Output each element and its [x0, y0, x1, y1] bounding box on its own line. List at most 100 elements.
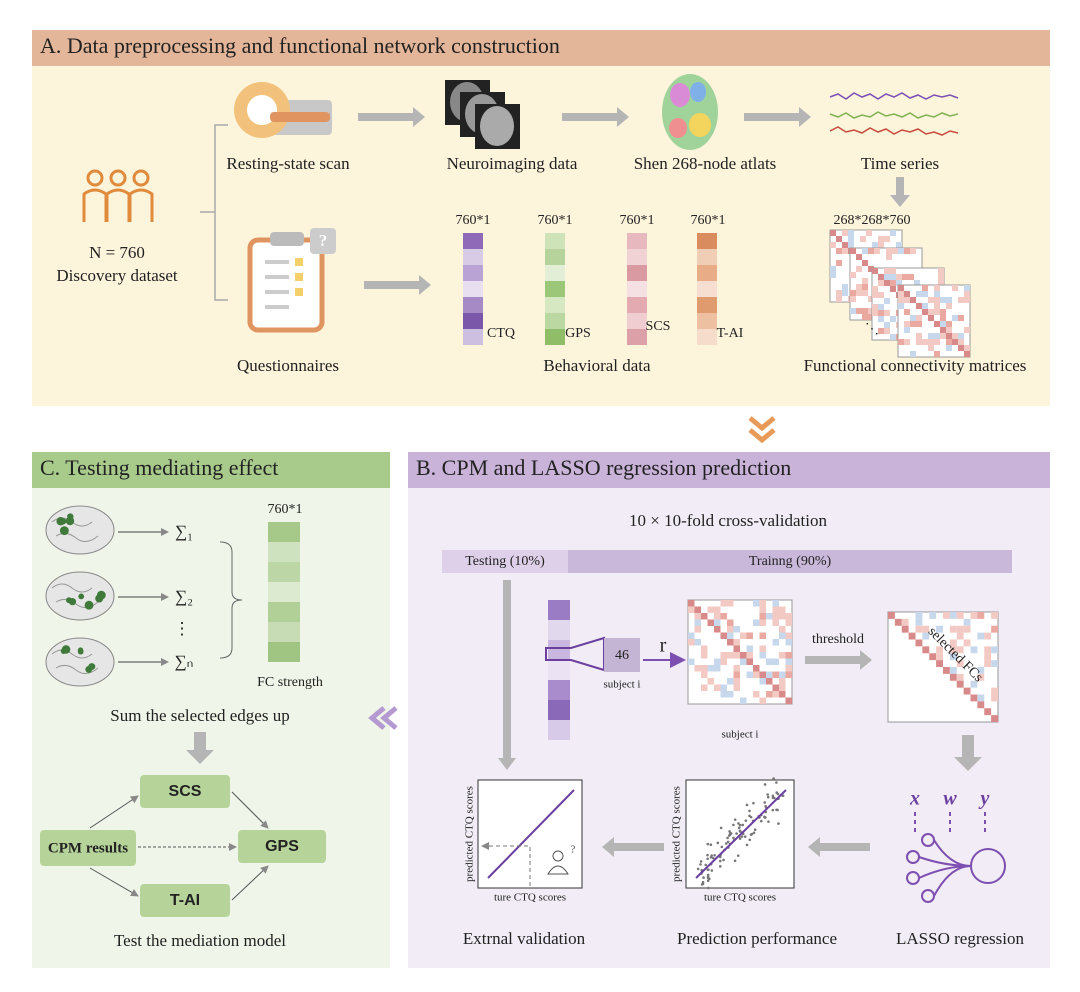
matrix-cell	[740, 632, 747, 639]
matrix-cell	[991, 625, 998, 633]
matrix-cell	[910, 351, 916, 357]
questionnaires-label: Questionnaires	[237, 356, 339, 375]
matrix-cell	[890, 280, 896, 286]
training-bar	[568, 550, 1012, 573]
matrix-cell	[886, 248, 892, 254]
ctq-column	[548, 600, 570, 740]
matrix-cell	[772, 658, 779, 665]
matrix-cell	[929, 612, 937, 619]
matrix-cell	[934, 339, 940, 345]
down-arrow	[498, 580, 516, 770]
matrix-cell	[958, 315, 964, 321]
matrix-cell	[898, 248, 904, 254]
column-cell	[268, 542, 300, 562]
matrix-cell	[720, 691, 727, 698]
matrix-cell	[916, 303, 922, 309]
fc-strength-column	[268, 522, 300, 662]
brace	[219, 541, 243, 659]
brain-node	[88, 663, 96, 671]
scatter-dot	[748, 809, 751, 813]
matrix-cell	[688, 658, 695, 665]
scatter-dot	[771, 794, 775, 798]
matrix-cell	[733, 665, 740, 672]
matrix-cell	[946, 339, 952, 345]
matrix-cell	[940, 297, 946, 303]
column-cell	[548, 620, 570, 640]
matrix-cell	[727, 626, 734, 633]
matrix-cell	[878, 236, 884, 242]
matrix-cell	[766, 671, 773, 678]
matrix-cell	[977, 612, 985, 619]
matrix-cell	[977, 701, 985, 709]
matrix-cell	[916, 291, 922, 297]
column-cell	[627, 281, 647, 297]
matrix-cell	[898, 291, 904, 297]
matrix-cell	[720, 632, 727, 639]
column-cell	[545, 249, 565, 265]
matrix-cell	[733, 639, 740, 646]
matrix-cell	[922, 339, 928, 345]
scatter-dot	[764, 816, 767, 819]
clipboard-icon: ?	[247, 228, 336, 333]
mediation-caption: Test the mediation model	[114, 931, 286, 950]
matrix-cell	[874, 248, 880, 254]
scatter-dot	[707, 886, 710, 890]
matrix-cell	[694, 665, 701, 672]
matrix-cell	[714, 626, 721, 633]
brain-node	[67, 516, 74, 522]
matrix-cell	[946, 303, 952, 309]
scatter-dot	[775, 781, 778, 784]
column-cell	[463, 233, 483, 249]
population-n: N = 760	[89, 243, 145, 262]
matrix-cell	[949, 612, 957, 619]
matrix-cell	[720, 652, 727, 659]
measure-label: GPS	[565, 326, 591, 341]
matrix-cell	[964, 291, 970, 297]
matrix-cell	[836, 236, 842, 242]
matrix-cell	[952, 333, 958, 339]
x-axis-label: ture CTQ scores	[704, 892, 776, 904]
matrix-cell	[830, 266, 836, 272]
scatter-dot	[745, 803, 749, 807]
scatter-dot	[777, 822, 780, 825]
lasso-var: w	[943, 788, 957, 810]
column-cell	[545, 265, 565, 281]
matrix-cell	[759, 671, 766, 678]
matrix-cell	[946, 297, 952, 303]
column-cell	[548, 640, 570, 660]
brain-node	[96, 590, 106, 600]
fit-line	[695, 789, 787, 879]
matrix-cell	[929, 653, 937, 661]
matrix-cell	[759, 678, 766, 685]
scatter-dot	[702, 876, 705, 879]
matrix-cell	[753, 691, 760, 698]
matrix-cell	[850, 272, 856, 278]
matrix-cell	[727, 652, 734, 659]
matrix-cell	[785, 671, 792, 678]
matrix-cell	[904, 248, 910, 254]
scatter-dot	[737, 822, 740, 825]
matrix-cell	[701, 652, 708, 659]
selected-matrix	[887, 611, 999, 723]
matrix-cell	[991, 694, 998, 702]
scatter-dot	[726, 840, 730, 844]
matrix-cell	[946, 327, 952, 333]
matrix-cell	[830, 272, 836, 278]
matrix-cell	[856, 284, 862, 290]
matrix-cell	[991, 687, 998, 695]
matrix-cell	[785, 658, 792, 665]
column-cell	[545, 281, 565, 297]
panel-title: C. Testing mediating effect	[40, 455, 278, 480]
scatter-dot	[766, 795, 770, 799]
matrix-cell	[910, 248, 916, 254]
matrix-cell	[759, 619, 766, 626]
mediation-paths	[89, 791, 269, 901]
fit-line	[487, 789, 575, 879]
matrix-cell	[707, 619, 714, 626]
matrix-cell	[785, 632, 792, 639]
scatter-dot	[718, 855, 722, 859]
matrix-cell	[963, 625, 971, 633]
scatter-dot	[766, 793, 770, 796]
matrix-cell	[886, 254, 892, 260]
